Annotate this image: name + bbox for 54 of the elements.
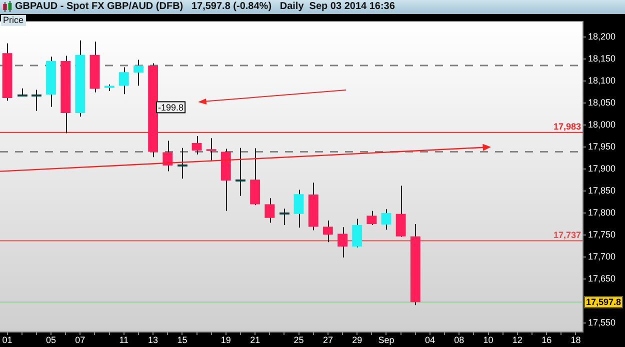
candlestick (176, 147, 188, 180)
candlestick (278, 208, 290, 226)
candlestick (381, 208, 392, 230)
x-tick-label: 13 (148, 334, 158, 345)
candlestick (322, 220, 333, 243)
x-tick-label: 07 (75, 334, 86, 345)
candlestick (352, 218, 362, 248)
x-tick-label: 08 (454, 334, 464, 345)
candlestick (118, 66, 129, 95)
candlestick (162, 140, 173, 172)
candlestick (338, 226, 348, 258)
x-tick-label: 29 (352, 334, 362, 345)
annotation: -199.8 (158, 102, 184, 112)
ref-line-label: 17,737 (553, 230, 581, 240)
candlestick (206, 138, 216, 162)
y-tick-label: 17,900 (588, 163, 616, 174)
y-tick-label: 18,000 (588, 119, 616, 130)
x-tick-label: 25 (294, 334, 304, 345)
y-tick-label: 18,150 (588, 53, 616, 64)
ref-line-label: 17,597.8 (586, 297, 622, 308)
x-tick-label: 05 (46, 334, 56, 345)
y-tick-label: 17,550 (588, 318, 616, 328)
y-tick-label: 17,700 (588, 252, 616, 262)
y-tick-label: 18,100 (588, 75, 616, 86)
x-tick-label: 01 (2, 334, 12, 345)
y-tick-label: 18,200 (588, 31, 616, 42)
y-tick-label: 18,050 (588, 97, 616, 108)
candlestick (192, 135, 202, 155)
x-tick-label: 16 (542, 334, 552, 345)
x-tick-label: 12 (512, 334, 522, 345)
x-tick-label: 27 (322, 334, 333, 345)
ref-line-label: 17,983 (553, 121, 581, 132)
x-tick-label: 04 (424, 334, 435, 345)
y-tick-label: 17,850 (588, 186, 616, 196)
candlestick (30, 89, 42, 112)
y-tick-label: 17,750 (588, 230, 616, 240)
candlestick (264, 198, 275, 224)
candlestick (396, 185, 406, 238)
x-tick-label: 19 (220, 334, 231, 345)
x-tick-label: Sep (378, 334, 394, 345)
y-tick-label: 17,800 (588, 208, 616, 218)
y-tick-label: 17,950 (588, 141, 616, 152)
x-tick-label: 18 (570, 334, 581, 345)
candlestick (294, 189, 304, 228)
candlestick (234, 147, 246, 196)
candlestick (366, 210, 377, 226)
x-tick-label: 15 (177, 334, 188, 345)
chart-title: GBPAUD - Spot FX GBP/AUD (DFB) 17,597.8 (-0.84%) Daily Sep 03 2014 16:36 (15, 0, 395, 14)
x-tick-label: 11 (119, 334, 129, 345)
y-tick-label: 17,650 (588, 274, 616, 284)
y-axis-title: Price (1, 15, 26, 26)
candlestick (134, 59, 144, 86)
x-tick-label: 10 (483, 334, 494, 345)
x-tick-label: 21 (250, 334, 260, 345)
